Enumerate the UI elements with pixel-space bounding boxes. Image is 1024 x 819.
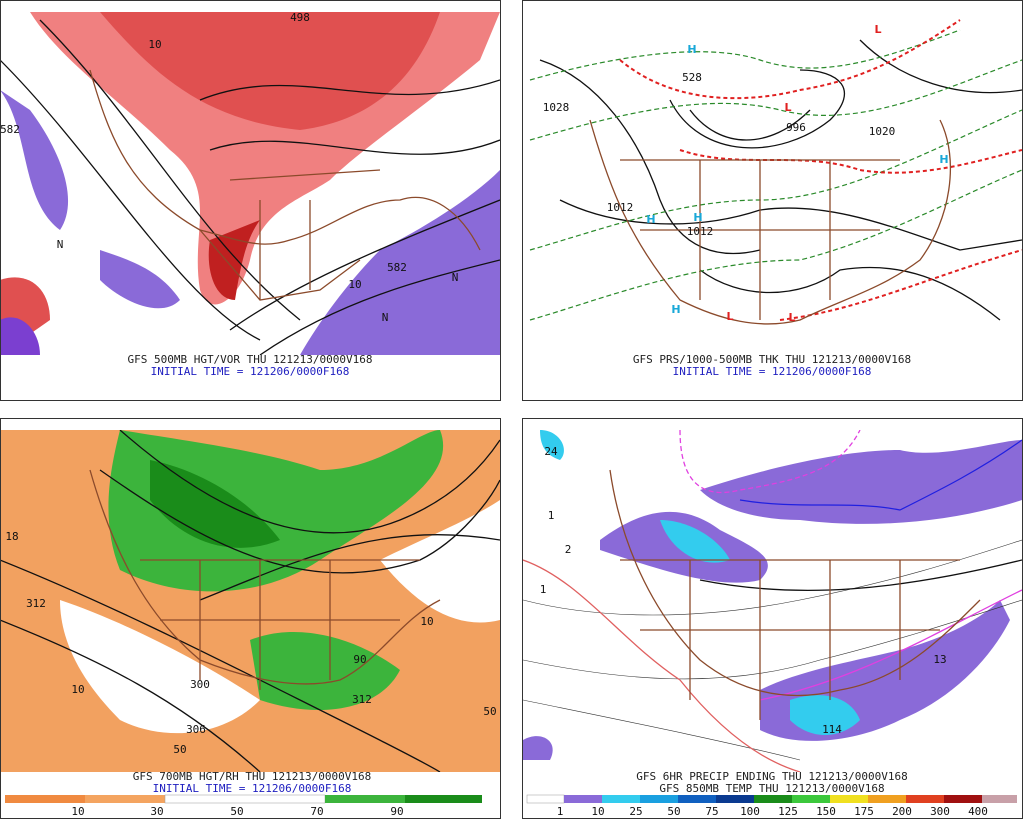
map-precip bbox=[523, 430, 1022, 804]
contour-label: 1012 bbox=[687, 225, 714, 238]
colorbar-label: 10 bbox=[591, 805, 604, 818]
high-marker: H bbox=[671, 303, 680, 316]
colorbar-label: 30 bbox=[150, 805, 163, 818]
colorbar-label: 90 bbox=[390, 805, 403, 818]
map-surface bbox=[529, 19, 1022, 325]
contour-label: 306 bbox=[186, 723, 206, 736]
contour-label: 50 bbox=[483, 705, 496, 718]
contour-label: 582 bbox=[387, 261, 407, 274]
colorbar-label: 70 bbox=[310, 805, 323, 818]
contour-label: 498 bbox=[290, 11, 310, 24]
contour-label: 90 bbox=[353, 653, 366, 666]
contour-label: 528 bbox=[682, 71, 702, 84]
colorbar-label: 25 bbox=[629, 805, 642, 818]
high-marker: H bbox=[939, 153, 948, 166]
high-marker: H bbox=[687, 43, 696, 56]
contour-label: 1028 bbox=[543, 101, 570, 114]
contour-label: 24 bbox=[544, 445, 558, 458]
colorbar-label: 300 bbox=[930, 805, 950, 818]
contour-label: 10 bbox=[420, 615, 433, 628]
contour-label: 1 bbox=[540, 583, 547, 596]
initial-time: INITIAL TIME = 121206/0000F168 bbox=[153, 782, 352, 795]
contour-label: 996 bbox=[786, 121, 806, 134]
contour-label: 50 bbox=[173, 743, 186, 756]
low-marker: L bbox=[788, 311, 795, 324]
contour-label: 1012 bbox=[607, 201, 634, 214]
contour-label: N bbox=[452, 271, 459, 284]
caption-secondary: GFS 850MB TEMP THU 121213/0000V168 bbox=[659, 782, 884, 795]
panel-frame bbox=[522, 0, 1023, 401]
initial-time: INITIAL TIME = 121206/0000F168 bbox=[151, 365, 350, 378]
caption: GFS 700MB HGT/RH THU 121213/0000V168 bbox=[133, 770, 371, 783]
contour-label: 300 bbox=[190, 678, 210, 691]
colorbar-label: 75 bbox=[705, 805, 718, 818]
caption: GFS 500MB HGT/VOR THU 121213/0000V168 bbox=[127, 353, 372, 366]
contour-label: 1020 bbox=[869, 125, 896, 138]
colorbar-label: 200 bbox=[892, 805, 912, 818]
contour-label: 18 bbox=[5, 530, 18, 543]
map-500mb bbox=[1, 12, 500, 355]
contour-label: 13 bbox=[933, 653, 946, 666]
colorbar-label: 50 bbox=[230, 805, 243, 818]
caption: GFS PRS/1000-500MB THK THU 121213/0000V1… bbox=[633, 353, 911, 366]
contour-label: 10 bbox=[71, 683, 84, 696]
high-marker: H bbox=[693, 211, 702, 224]
colorbar-label: 1 bbox=[557, 805, 564, 818]
low-marker: L bbox=[726, 310, 733, 323]
colorbar-label: 125 bbox=[778, 805, 798, 818]
colorbar-label: 150 bbox=[816, 805, 836, 818]
contour-label: 1 bbox=[548, 509, 555, 522]
contour-label: 10 bbox=[148, 38, 161, 51]
low-marker: L bbox=[874, 23, 881, 36]
contour-label: 114 bbox=[822, 723, 842, 736]
contour-label: 10 bbox=[348, 278, 361, 291]
contour-label: 2 bbox=[565, 543, 572, 556]
colorbar bbox=[5, 794, 482, 804]
colorbar-label: 10 bbox=[71, 805, 84, 818]
initial-time: INITIAL TIME = 121206/0000F168 bbox=[673, 365, 872, 378]
colorbar-label: 100 bbox=[740, 805, 760, 818]
colorbar-label: 400 bbox=[968, 805, 988, 818]
contour-label: 312 bbox=[26, 597, 46, 610]
high-marker: H bbox=[646, 213, 655, 226]
contour-label: 312 bbox=[352, 693, 372, 706]
colorbar-label: 175 bbox=[854, 805, 874, 818]
map-700mb bbox=[1, 430, 500, 804]
low-marker: L bbox=[784, 101, 791, 114]
contour-label: N bbox=[382, 311, 389, 324]
contour-label: N bbox=[57, 238, 64, 251]
contour-label: 582 bbox=[0, 123, 20, 136]
colorbar bbox=[526, 794, 1017, 804]
colorbar-label: 50 bbox=[667, 805, 680, 818]
caption: GFS 6HR PRECIP ENDING THU 121213/0000V16… bbox=[636, 770, 908, 783]
